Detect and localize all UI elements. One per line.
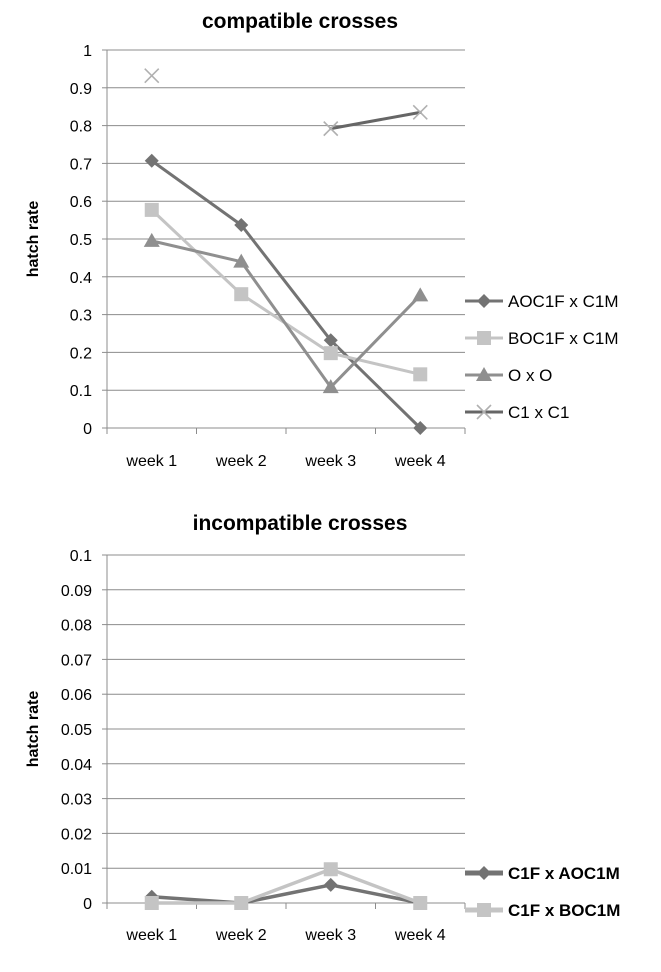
- series-line: [329, 110, 422, 131]
- y-tick-label: 0.09: [61, 583, 92, 600]
- legend-label: BOC1F x C1M: [508, 329, 619, 348]
- legend-item: AOC1F x C1M: [465, 292, 619, 311]
- y-axis-label: hatch rate: [25, 201, 42, 278]
- series-2: [144, 862, 428, 910]
- x-tick-label: week 3: [304, 927, 356, 944]
- y-tick-label: 0.6: [70, 194, 92, 211]
- chart-title: incompatible crosses: [193, 512, 408, 535]
- series-line: [239, 867, 333, 905]
- data-point: [234, 287, 249, 302]
- chart-2: incompatible crosses hatch rate 0 0.01 0.02 0…: [25, 512, 620, 944]
- legend-item: O x O: [465, 366, 552, 385]
- x-tick-label: week 4: [394, 927, 446, 944]
- series-line: [239, 883, 333, 905]
- legend-item: C1F x AOC1M: [465, 864, 620, 883]
- series-2: [144, 202, 428, 382]
- marker-stroke: [476, 404, 492, 420]
- series-line: [150, 159, 243, 227]
- y-tick-label: 0.9: [70, 81, 92, 98]
- legend-marker: [476, 367, 492, 381]
- y-tick-label: 0.02: [61, 826, 92, 843]
- legend-label: C1 x C1: [508, 403, 569, 422]
- series-3: [143, 232, 429, 394]
- data-point: [413, 367, 428, 382]
- legend-marker: [477, 903, 491, 917]
- series-4: [144, 68, 428, 137]
- y-tick-label: 0.04: [61, 757, 92, 774]
- data-point: [412, 104, 428, 120]
- y-tick-label: 0.06: [61, 687, 92, 704]
- data-point: [234, 896, 249, 910]
- y-tick-label: 0.1: [70, 548, 92, 565]
- data-point: [144, 68, 160, 84]
- legend-item: C1F x BOC1M: [465, 901, 620, 920]
- x-tick-label: week 1: [125, 927, 177, 944]
- data-point: [234, 218, 249, 233]
- x-tick-label: week 1: [125, 453, 177, 470]
- series-line: [329, 338, 422, 430]
- data-point: [323, 333, 338, 348]
- series-line: [329, 883, 422, 905]
- legend-label: C1F x AOC1M: [508, 864, 620, 883]
- x-tick-label: week 2: [215, 927, 267, 944]
- marker-stroke: [144, 68, 160, 84]
- data-point: [323, 862, 338, 877]
- x-tick-label: week 3: [304, 453, 356, 470]
- y-tick-label: 0: [83, 421, 92, 438]
- marker-stroke: [323, 121, 339, 137]
- y-axis-label: hatch rate: [25, 691, 42, 768]
- legend-item: C1 x C1: [465, 403, 569, 422]
- legend-label: O x O: [508, 366, 552, 385]
- series-1: [144, 153, 428, 435]
- data-point: [144, 153, 159, 168]
- data-point: [143, 232, 160, 247]
- legend-label: AOC1F x C1M: [508, 292, 619, 311]
- x-tick-label: week 4: [394, 453, 446, 470]
- data-point: [144, 896, 159, 910]
- legend-marker: [477, 866, 491, 880]
- series-line: [329, 867, 422, 905]
- series-line: [329, 351, 422, 376]
- data-point: [323, 346, 338, 361]
- data-point: [323, 121, 339, 137]
- series-line: [239, 223, 333, 342]
- y-tick-label: 0.08: [61, 618, 92, 635]
- y-tick-label: 0.03: [61, 792, 92, 809]
- y-tick-label: 0.3: [70, 308, 92, 325]
- y-tick-label: 0.05: [61, 722, 92, 739]
- data-point: [413, 896, 428, 910]
- marker-stroke: [412, 104, 428, 120]
- legend-item: BOC1F x C1M: [465, 329, 619, 348]
- y-tick-label: 0.8: [70, 119, 92, 136]
- data-point: [233, 253, 250, 268]
- y-tick-label: 0.2: [70, 345, 92, 362]
- chart-title: compatible crosses: [202, 10, 398, 33]
- data-point: [413, 421, 428, 435]
- y-tick-label: 0.07: [61, 652, 92, 669]
- legend: AOC1F x C1M BOC1F x C1M O x O C1 x C1: [465, 292, 619, 422]
- series-line: [239, 260, 333, 389]
- y-tick-label: 0.4: [70, 270, 92, 287]
- series-line: [329, 293, 422, 389]
- chart-1: compatible crosses hatch rate 0 0.1 0.2 0.3 0.…: [25, 10, 619, 470]
- legend: C1F x AOC1M C1F x BOC1M: [465, 864, 620, 920]
- data-point: [322, 379, 339, 394]
- data-point: [412, 287, 429, 302]
- data-point: [144, 202, 159, 217]
- y-tick-label: 0.1: [70, 383, 92, 400]
- legend-marker: [476, 404, 492, 420]
- y-tick-label: 0.7: [70, 156, 92, 173]
- series-line: [150, 239, 243, 264]
- y-tick-label: 0.5: [70, 232, 92, 249]
- legend-label: C1F x BOC1M: [508, 901, 620, 920]
- y-tick-label: 0: [83, 896, 92, 913]
- legend-marker: [477, 294, 491, 308]
- legend-marker: [477, 331, 491, 345]
- data-point: [323, 877, 338, 892]
- y-tick-label: 0.01: [61, 861, 92, 878]
- y-tick-label: 1: [83, 43, 92, 60]
- x-tick-label: week 2: [215, 453, 267, 470]
